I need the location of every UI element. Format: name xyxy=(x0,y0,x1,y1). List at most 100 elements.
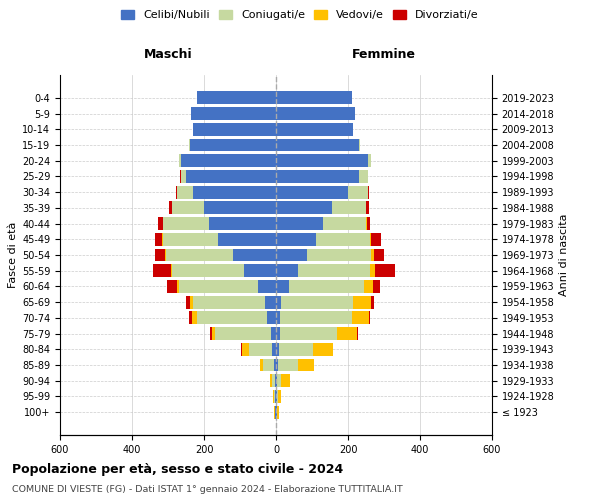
Bar xyxy=(275,390,276,403)
Bar xyxy=(371,233,381,245)
Text: COMUNE DI VIESTE (FG) - Dati ISTAT 1° gennaio 2024 - Elaborazione TUTTITALIA.IT: COMUNE DI VIESTE (FG) - Dati ISTAT 1° ge… xyxy=(12,485,403,494)
Bar xyxy=(271,327,276,340)
Bar xyxy=(313,343,333,356)
Bar xyxy=(277,406,278,418)
Bar xyxy=(353,296,371,308)
Bar xyxy=(204,202,276,214)
Bar xyxy=(272,343,276,356)
Bar xyxy=(274,358,276,372)
Bar xyxy=(281,374,290,387)
Bar xyxy=(193,312,197,324)
Bar xyxy=(166,248,233,262)
Bar xyxy=(276,358,278,372)
Bar xyxy=(169,202,172,214)
Bar xyxy=(163,217,209,230)
Bar xyxy=(276,107,355,120)
Y-axis label: Fasce di età: Fasce di età xyxy=(8,222,18,288)
Bar xyxy=(279,343,313,356)
Bar xyxy=(375,264,395,277)
Bar xyxy=(276,343,279,356)
Bar xyxy=(364,280,373,293)
Bar xyxy=(152,264,170,277)
Text: Maschi: Maschi xyxy=(143,48,193,60)
Bar xyxy=(158,217,163,230)
Bar xyxy=(197,312,267,324)
Legend: Celibi/Nubili, Coniugati/e, Vedovi/e, Divorziati/e: Celibi/Nubili, Coniugati/e, Vedovi/e, Di… xyxy=(117,6,483,25)
Bar xyxy=(280,327,337,340)
Bar xyxy=(368,154,371,167)
Bar xyxy=(272,374,275,387)
Bar xyxy=(190,296,193,308)
Bar xyxy=(277,390,278,403)
Bar xyxy=(209,217,276,230)
Bar xyxy=(170,264,172,277)
Bar xyxy=(276,92,352,104)
Bar xyxy=(278,390,281,403)
Bar xyxy=(323,217,366,230)
Bar xyxy=(276,248,307,262)
Bar xyxy=(276,374,277,387)
Bar xyxy=(177,186,193,198)
Bar xyxy=(265,296,276,308)
Bar xyxy=(276,217,323,230)
Bar xyxy=(276,390,277,403)
Bar xyxy=(191,107,276,120)
Bar xyxy=(241,343,242,356)
Bar xyxy=(359,170,368,183)
Bar xyxy=(193,123,276,136)
Bar xyxy=(276,138,359,151)
Bar xyxy=(274,390,275,403)
Bar xyxy=(179,154,181,167)
Bar xyxy=(270,374,272,387)
Bar xyxy=(163,233,218,245)
Bar xyxy=(212,327,215,340)
Bar xyxy=(249,343,272,356)
Bar xyxy=(337,327,357,340)
Bar xyxy=(180,170,181,183)
Bar xyxy=(316,233,370,245)
Bar xyxy=(352,312,368,324)
Bar xyxy=(367,217,370,230)
Bar xyxy=(189,138,190,151)
Bar xyxy=(276,154,368,167)
Bar xyxy=(193,186,276,198)
Bar xyxy=(190,138,276,151)
Bar xyxy=(370,233,371,245)
Bar xyxy=(276,312,280,324)
Bar xyxy=(267,312,276,324)
Bar xyxy=(193,296,265,308)
Bar xyxy=(215,327,271,340)
Bar xyxy=(368,312,370,324)
Bar xyxy=(276,170,359,183)
Bar xyxy=(332,202,366,214)
Bar xyxy=(366,217,367,230)
Bar xyxy=(176,186,177,198)
Bar xyxy=(366,202,369,214)
Bar xyxy=(275,374,276,387)
Bar xyxy=(276,296,281,308)
Bar xyxy=(181,154,276,167)
Bar xyxy=(179,280,258,293)
Bar xyxy=(374,248,385,262)
Bar xyxy=(258,280,276,293)
Bar xyxy=(348,186,368,198)
Bar xyxy=(275,406,276,418)
Bar xyxy=(197,92,276,104)
Bar xyxy=(177,280,179,293)
Bar xyxy=(278,358,298,372)
Bar xyxy=(281,296,353,308)
Bar xyxy=(276,233,316,245)
Bar xyxy=(298,264,370,277)
Bar xyxy=(373,280,380,293)
Bar xyxy=(189,312,193,324)
Text: Femmine: Femmine xyxy=(352,48,416,60)
Bar xyxy=(280,312,352,324)
Bar xyxy=(155,248,166,262)
Bar xyxy=(276,280,289,293)
Bar xyxy=(233,248,276,262)
Bar xyxy=(162,233,163,245)
Bar xyxy=(186,296,190,308)
Text: Popolazione per età, sesso e stato civile - 2024: Popolazione per età, sesso e stato civil… xyxy=(12,462,343,475)
Bar xyxy=(276,202,332,214)
Bar xyxy=(242,343,249,356)
